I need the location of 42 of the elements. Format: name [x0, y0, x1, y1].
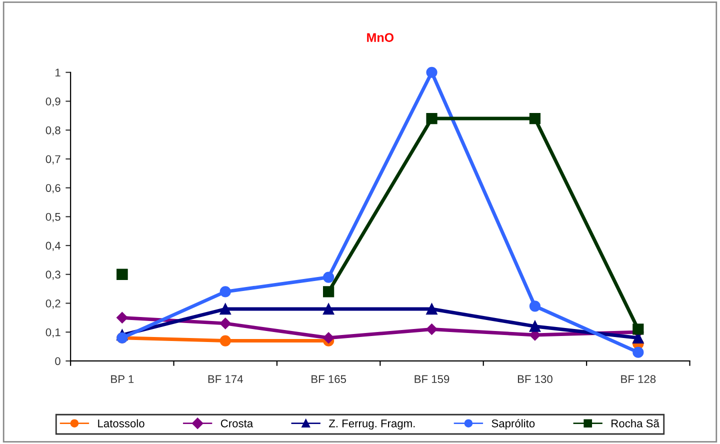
- point: [220, 335, 231, 346]
- x-tick-label: BF 165: [312, 375, 346, 384]
- legend-label: Rocha Sã: [612, 419, 660, 428]
- point: [323, 303, 334, 315]
- point: [116, 268, 128, 280]
- point: [426, 66, 438, 78]
- point: [220, 303, 231, 315]
- point: [323, 286, 334, 298]
- y-tick-label: 0: [55, 357, 60, 366]
- point: [632, 346, 644, 358]
- y-tick-label: 0,9: [46, 98, 60, 107]
- x-tick-label: BF 128: [621, 375, 656, 384]
- point: [426, 303, 438, 315]
- x-tick-label: BF 159: [414, 375, 450, 384]
- y-tick-label: 0,2: [46, 300, 60, 309]
- x-tick-label: BF 174: [208, 375, 243, 383]
- point: [529, 300, 541, 312]
- chart-title: MnO: [367, 33, 394, 42]
- point: [322, 332, 334, 344]
- x-tick-label: BP 1: [111, 375, 134, 383]
- y-tick-label: 0,1: [46, 328, 60, 338]
- legend-label: Crosta: [220, 419, 254, 428]
- point: [220, 318, 231, 330]
- point: [426, 324, 438, 335]
- y-tick-label: 0,8: [46, 126, 60, 136]
- point: [426, 112, 438, 124]
- y-tick-label: 0,3: [46, 270, 60, 280]
- point: [529, 112, 541, 124]
- y-tick-label: 0,7: [46, 155, 60, 164]
- point: [323, 272, 334, 283]
- y-tick-label: 0,4: [46, 242, 61, 251]
- legend-label: Latossolo: [98, 419, 144, 428]
- point: [116, 312, 128, 324]
- point: [220, 286, 231, 298]
- y-tick-label: 0,6: [46, 184, 60, 194]
- legend-label: Z. Ferrug. Fragm.: [328, 420, 415, 430]
- y-tick-label: 1: [56, 68, 60, 76]
- y-tick-label: 0,5: [46, 212, 60, 222]
- point: [529, 320, 541, 332]
- x-tick-label: BF 130: [518, 375, 552, 384]
- legend-label: Saprólito: [492, 419, 535, 430]
- point: [632, 324, 644, 335]
